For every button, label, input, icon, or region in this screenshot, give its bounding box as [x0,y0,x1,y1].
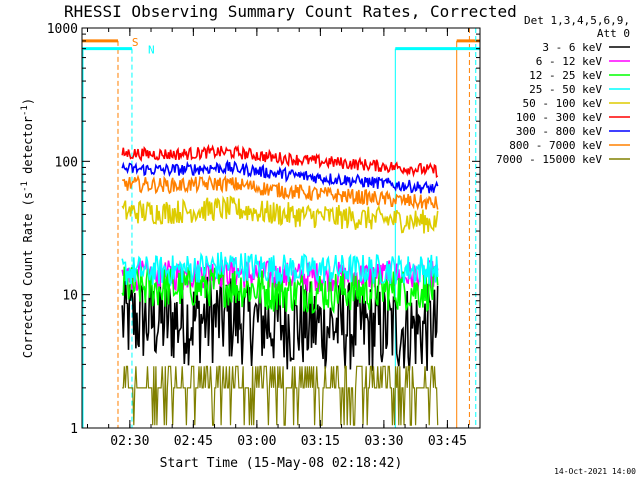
y-axis-label-mid: detector [21,116,35,181]
footer-timestamp: 14-Oct-2021 14:00 [554,467,636,476]
x-axis: 02:30 02:45 03:00 03:15 03:30 03:45 [87,28,470,449]
legend-label-2: 12 - 25 keV [529,69,602,82]
legend-label-5: 100 - 300 keV [516,111,602,124]
legend-label-3: 25 - 50 keV [529,83,602,96]
series-line-8 [122,365,439,426]
legend-label-7: 800 - 7000 keV [509,139,602,152]
series-line-5 [121,143,439,179]
y-axis-label: Corrected Count Rate (s-1 detector-1) [20,98,35,358]
legend-label-1: 6 - 12 keV [536,55,603,68]
series-layer [121,143,439,426]
series-line-1 [121,258,439,293]
x-tick-label: 03:45 [428,434,467,449]
legend-label-6: 300 - 800 keV [516,125,602,138]
marker-label-s: S [132,36,139,49]
marker-layer: SN [82,28,480,428]
series-line-6 [121,159,439,194]
x-axis-label: Start Time (15-May-08 02:18:42) [160,456,403,471]
x-tick-label: 02:45 [174,434,213,449]
legend-label-0: 3 - 6 keV [542,41,602,54]
series-line-7 [121,174,439,211]
y-tick-label: 10 [62,289,78,304]
y-tick-label: 100 [55,155,78,170]
x-tick-label: 03:30 [364,434,403,449]
y-axis-label-main: Corrected Count Rate (s [21,192,35,358]
x-tick-label: 03:15 [301,434,340,449]
series-line-2 [121,265,439,315]
plot-frame [81,27,481,429]
legend-label-8: 7000 - 15000 keV [496,153,602,166]
y-axis: 1 10 100 1000 [47,22,480,437]
chart-title: RHESSI Observing Summary Count Rates, Co… [64,2,517,21]
y-axis-label-sup2: -1 [20,105,30,116]
x-tick-label: 02:30 [110,434,149,449]
y-axis-label-sup1: -1 [20,181,30,192]
y-axis-label-end: ) [21,98,35,105]
legend-header-1: Det 1,3,4,5,6,9, [524,14,630,27]
legend-label-4: 50 - 100 keV [523,97,603,110]
x-tick-label: 03:00 [237,434,276,449]
plot-area: SN [82,28,480,428]
marker-label-n: N [148,44,155,57]
series-line-4 [121,195,439,234]
legend-header-2: Att 0 [597,27,630,40]
y-tick-label: 1000 [47,22,78,37]
y-tick-label: 1 [70,422,78,437]
series-line-3 [121,251,439,287]
